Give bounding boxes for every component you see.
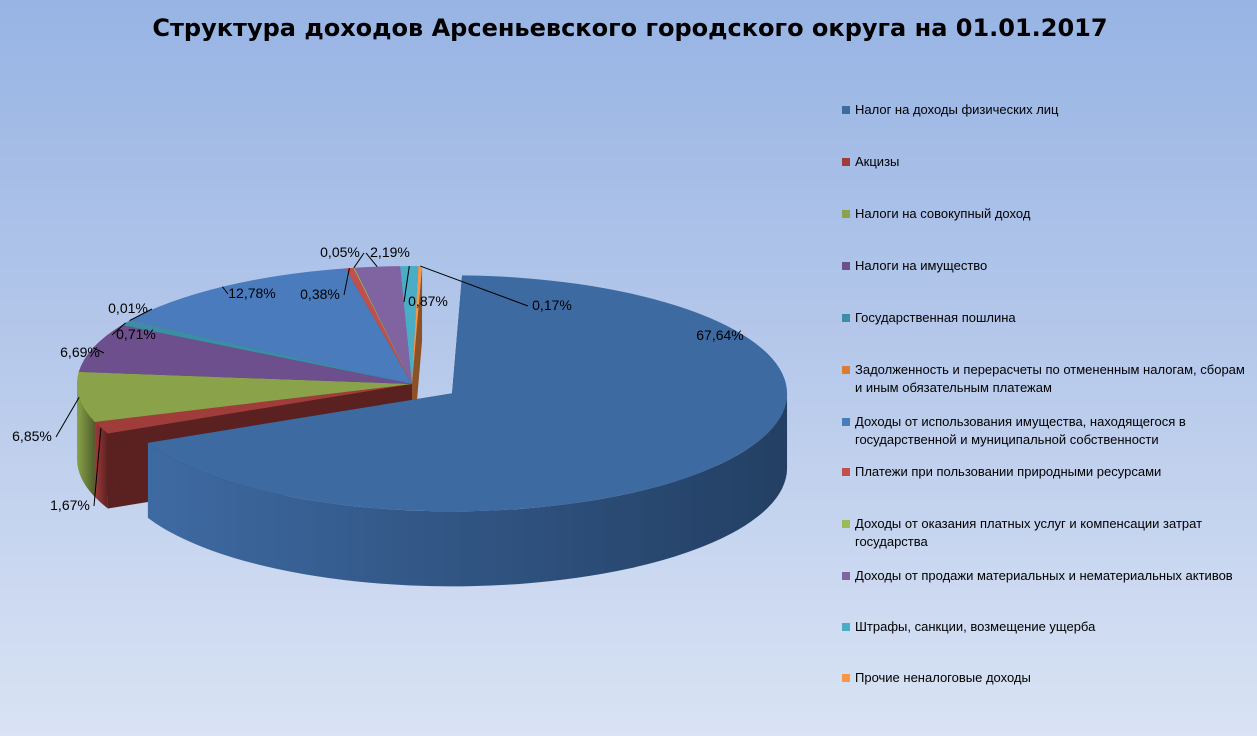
slice-3 — [76, 371, 412, 423]
slice-5-leader-line — [111, 322, 126, 336]
slice-5 — [121, 320, 412, 384]
legend-label: Налоги на имущество — [855, 258, 988, 273]
legend-swatch — [842, 210, 850, 218]
slice-11-label: 0,87% — [408, 293, 448, 309]
legend-swatch — [842, 623, 850, 631]
slice-12-label: 0,17% — [532, 297, 572, 313]
slice-12 — [412, 266, 423, 384]
slice-8-leader-line — [343, 267, 350, 296]
pie-tops — [76, 266, 788, 512]
legend-item: Прочие неналоговые доходы — [842, 669, 1247, 687]
legend-item: Налоги на имущество — [842, 257, 1247, 275]
legend-swatch — [842, 674, 850, 682]
data-labels: 67,64% 1,67% 6,85% 6,69% 0,71% 0,01% 12,78% 0,3… — [12, 244, 744, 513]
slice-3-label: 6,85% — [12, 428, 52, 444]
slice-10-leader-line — [365, 252, 378, 267]
slice-8-label: 0,38% — [300, 286, 340, 302]
legend-swatch — [842, 418, 850, 426]
legend-label: Доходы от продажи материальных и нематер… — [855, 568, 1233, 583]
legend-swatch — [842, 468, 850, 476]
slice-1 — [147, 275, 788, 512]
slice-4-label: 6,69% — [60, 344, 100, 360]
chart-title: Структура доходов Арсеньевского городско… — [152, 14, 1108, 42]
slice-9-label: 0,05% — [320, 244, 360, 260]
pie-chart: 67,64% 1,67% 6,85% 6,69% 0,71% 0,01% 12,78% 0,3… — [12, 244, 788, 587]
slice-12-leader-line — [420, 265, 529, 307]
slice-6-label: 0,01% — [108, 300, 148, 316]
legend-label: Штрафы, санкции, возмещение ущерба — [855, 619, 1096, 634]
legend-swatch — [842, 520, 850, 528]
legend-label: Налог на доходы физических лиц — [855, 102, 1059, 117]
legend-item: Платежи при пользовании природными ресур… — [842, 463, 1247, 481]
slice-2-leader-line — [93, 427, 102, 507]
legend-item: Доходы от оказания платных услуг и компе… — [842, 515, 1247, 551]
slice-8 — [345, 267, 412, 384]
legend-item: Задолженность и перерасчеты по отмененны… — [842, 361, 1247, 397]
legend-item: Доходы от использования имущества, наход… — [842, 413, 1247, 449]
legend-label: Государственная пошлина — [855, 310, 1016, 325]
legend-item: Государственная пошлина — [842, 309, 1247, 327]
legend-item: Акцизы — [842, 153, 1247, 171]
legend-swatch — [842, 262, 850, 270]
slice-10-label: 2,19% — [370, 244, 410, 260]
slice-2-wall — [94, 422, 108, 509]
legend-item: Налоги на совокупный доход — [842, 205, 1247, 223]
legend-label: Доходы от использования имущества, наход… — [855, 414, 1186, 447]
legend-swatch — [842, 106, 850, 114]
slice-11-leader-line — [403, 265, 410, 303]
legend-label: Платежи при пользовании природными ресур… — [855, 464, 1162, 479]
slice-1-label: 67,64% — [696, 327, 743, 343]
slice-9 — [353, 267, 412, 384]
legend-swatch — [842, 366, 850, 374]
slice-1-wall — [147, 393, 788, 587]
legend-swatch — [842, 158, 850, 166]
slice-7 — [129, 268, 412, 384]
chart-legend: Налог на доходы физических лиц Акцизы Нало… — [842, 0, 1247, 736]
slice-7-leader-line — [222, 286, 229, 295]
slice-10 — [354, 266, 412, 384]
slice-3-leader-line — [55, 397, 80, 438]
slice-5-label: 0,71% — [116, 326, 156, 342]
legend-label: Налоги на совокупный доход — [855, 206, 1031, 221]
legend-item: Налог на доходы физических лиц — [842, 101, 1247, 119]
legend-label: Доходы от оказания платных услуг и компе… — [855, 516, 1203, 549]
slice-4 — [78, 325, 412, 384]
slice-4-leader-line — [93, 347, 105, 354]
legend-swatch — [842, 314, 850, 322]
slice-6-leader-line — [129, 308, 153, 322]
slice-2 — [94, 384, 412, 434]
slice-9-leader-line — [353, 252, 365, 269]
slice-2-label: 1,67% — [50, 497, 90, 513]
legend-label: Задолженность и перерасчеты по отмененны… — [855, 362, 1245, 395]
slice-6 — [129, 320, 412, 384]
legend-label: Прочие неналоговые доходы — [855, 670, 1031, 685]
legend-item: Доходы от продажи материальных и нематер… — [842, 567, 1247, 585]
legend-swatch — [842, 572, 850, 580]
slice-7-label: 12,78% — [228, 285, 275, 301]
legend-item: Штрафы, санкции, возмещение ущерба — [842, 618, 1247, 636]
slice-3-wall — [77, 384, 95, 498]
legend-label: Акцизы — [855, 154, 900, 169]
